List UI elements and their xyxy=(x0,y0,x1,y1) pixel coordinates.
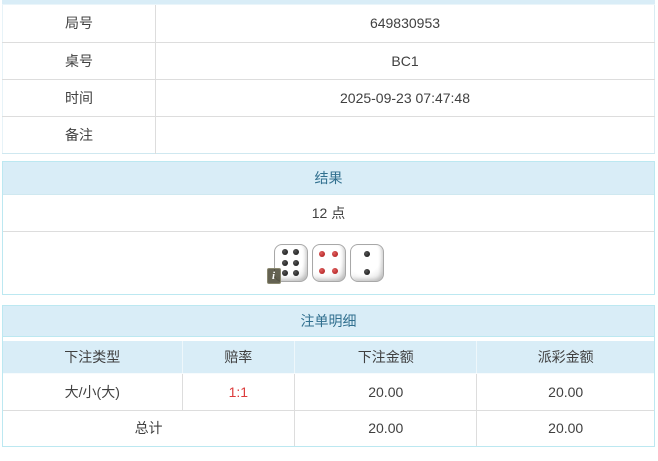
result-panel: 结果 12 点 i xyxy=(2,160,655,295)
col-bet-type: 下注类型 xyxy=(3,340,183,374)
total-bet-amount: 20.00 xyxy=(294,410,478,446)
page: 局号 649830953 桌号 BC1 时间 2025-09-23 07:47:… xyxy=(2,0,655,447)
result-points: 12 点 xyxy=(3,195,654,232)
bet-table-header: 下注类型 赔率 下注金额 派彩金额 xyxy=(3,340,654,374)
die-pip xyxy=(293,269,300,276)
die-pip xyxy=(281,269,288,276)
die-pip xyxy=(281,259,288,266)
die-pip xyxy=(293,249,300,256)
table-row: 局号 649830953 xyxy=(2,5,655,43)
die-face-2 xyxy=(349,243,384,282)
die-2 xyxy=(311,243,346,282)
remark-label: 备注 xyxy=(2,116,156,153)
bet-row: 大/小(大) 1:1 20.00 20.00 xyxy=(3,373,654,411)
die-pip xyxy=(319,250,326,257)
die-pip xyxy=(319,268,326,275)
round-id-label: 局号 xyxy=(2,5,156,43)
col-odds: 赔率 xyxy=(182,340,296,374)
cutoff-header-strip xyxy=(2,0,655,5)
table-row: 备注 xyxy=(2,116,655,153)
bet-details-panel: 注单明细 下注类型 赔率 下注金额 派彩金额 大/小(大) 1:1 20.00 … xyxy=(2,304,655,447)
bet-details-title: 注单明细 xyxy=(3,305,654,337)
bet-amount-cell: 20.00 xyxy=(294,373,478,411)
remark-value xyxy=(156,116,655,153)
table-id-label: 桌号 xyxy=(2,42,156,80)
bet-type-cell: 大/小(大) xyxy=(3,373,183,411)
table-id-value: BC1 xyxy=(155,42,655,80)
odds-cell: 1:1 xyxy=(182,373,296,411)
spacer xyxy=(3,336,654,341)
payout-cell: 20.00 xyxy=(476,373,654,411)
die-face-6 xyxy=(273,243,308,282)
col-payout: 派彩金额 xyxy=(476,340,654,374)
die-pip xyxy=(363,268,370,275)
col-bet-amount: 下注金额 xyxy=(294,340,478,374)
info-icon[interactable]: i xyxy=(266,267,281,284)
die-pip xyxy=(331,268,338,275)
result-panel-title: 结果 xyxy=(3,161,654,195)
game-info-table: 局号 649830953 桌号 BC1 时间 2025-09-23 07:47:… xyxy=(2,5,655,154)
die-pip xyxy=(281,249,288,256)
die-1: i xyxy=(266,243,308,284)
die-face-4 xyxy=(311,243,346,282)
table-row: 时间 2025-09-23 07:47:48 xyxy=(2,79,655,117)
die-pip xyxy=(293,259,300,266)
die-pip xyxy=(331,250,338,257)
table-row: 桌号 BC1 xyxy=(2,42,655,80)
dice-row: i xyxy=(3,232,654,294)
time-value: 2025-09-23 07:47:48 xyxy=(155,79,655,117)
die-pip xyxy=(363,250,370,257)
total-payout: 20.00 xyxy=(548,420,584,437)
round-id-value: 649830953 xyxy=(155,5,655,43)
total-label: 总计 xyxy=(3,410,296,446)
bet-table: 下注类型 赔率 下注金额 派彩金额 大/小(大) 1:1 20.00 20.00… xyxy=(3,340,654,446)
total-row: 总计 20.00 20.00 xyxy=(3,410,654,446)
time-label: 时间 xyxy=(2,79,156,117)
die-3 xyxy=(349,243,384,282)
